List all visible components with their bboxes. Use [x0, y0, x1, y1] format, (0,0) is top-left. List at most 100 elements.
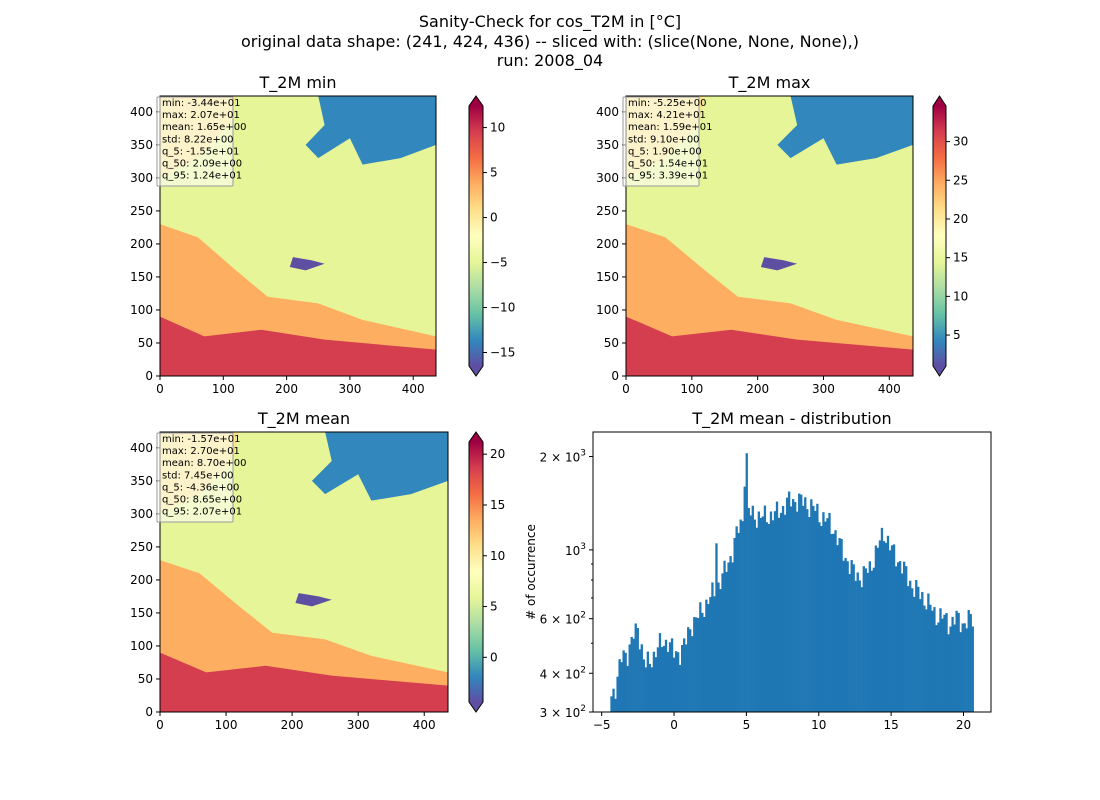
stats-box-bg	[156, 432, 234, 523]
histogram-bar	[773, 511, 777, 712]
histogram-bar	[826, 518, 829, 712]
histogram-bar	[905, 566, 908, 712]
panel-title: T_2M mean - distribution	[691, 409, 891, 429]
histogram-bar	[721, 573, 724, 712]
histogram-bar	[898, 561, 902, 712]
colorbar-tick-label: −5	[490, 256, 508, 270]
histogram-bar	[959, 632, 962, 712]
histogram-bar	[703, 616, 706, 712]
histogram-bar	[715, 543, 718, 712]
histogram-bar	[941, 618, 944, 712]
histogram-bar	[848, 574, 851, 712]
stats-line: std: 9.10e+00	[628, 134, 700, 145]
histogram-bar	[915, 580, 918, 712]
y-tick-label: 250	[130, 204, 153, 218]
y-tick-label: 150	[596, 270, 619, 284]
histogram-bar	[626, 665, 629, 712]
histogram-bar	[931, 610, 934, 712]
histogram-bar	[878, 540, 882, 712]
histogram-bar	[616, 676, 619, 712]
histogram-bar	[771, 520, 775, 712]
x-tick-label: 10	[811, 718, 826, 732]
y-tick-label: 2 × 103	[540, 449, 586, 465]
histogram-bar	[656, 647, 660, 712]
histogram-bar	[739, 519, 742, 712]
histogram-bar	[775, 501, 779, 712]
histogram-bar	[892, 544, 896, 712]
histogram-bar	[882, 541, 886, 712]
y-tick-exponent: 2	[580, 611, 586, 621]
histogram-frame	[592, 431, 992, 713]
histogram-bar	[707, 604, 710, 712]
histogram-bar	[618, 659, 621, 712]
histogram-bar	[747, 507, 750, 712]
histogram-bar	[888, 550, 892, 712]
histogram-bar	[854, 580, 857, 712]
histogram-bar	[828, 512, 831, 712]
title-line-1: Sanity-Check for cos_T2M in [°C]	[418, 12, 682, 31]
histogram-bar	[943, 614, 946, 712]
histogram-bar	[802, 505, 805, 712]
map-alps-cold	[289, 257, 325, 271]
panel-title: T_2M mean	[257, 409, 350, 429]
histogram-bar	[636, 627, 639, 712]
y-tick-label: 100	[130, 639, 153, 653]
histogram-bar	[640, 644, 643, 712]
histogram-bar	[949, 626, 952, 712]
x-tick-label: 100	[680, 382, 703, 396]
histogram-bar	[642, 659, 645, 712]
title-line-3: run: 2008_04	[496, 51, 604, 70]
histogram-bar	[612, 688, 615, 712]
histogram-bar	[691, 636, 694, 712]
colorbar-tick-label: 5	[490, 600, 498, 614]
stats-line: min: -1.57e+01	[162, 434, 241, 445]
histogram-bar	[840, 538, 843, 712]
x-tick-label: 200	[275, 382, 298, 396]
histogram-bar	[890, 545, 894, 712]
histogram-bar	[789, 506, 793, 712]
stats-line: mean: 1.59e+01	[628, 122, 712, 133]
colorbar-outline	[932, 95, 947, 377]
histogram-bar	[947, 634, 950, 712]
histogram-bar	[911, 588, 914, 712]
histogram-bar	[902, 561, 906, 712]
histogram-bar	[787, 491, 791, 712]
colorbar-tick-label: 0	[490, 211, 498, 225]
y-tick-label: 200	[130, 237, 153, 251]
histogram-bar	[781, 505, 785, 712]
histogram-bar	[644, 667, 647, 712]
stats-line: std: 8.22e+00	[162, 134, 234, 145]
map-frame	[159, 431, 449, 713]
histogram-bar	[666, 651, 670, 712]
y-tick-label: 103	[565, 542, 586, 558]
y-tick-label: 200	[130, 573, 153, 587]
stats-line: q_5: -4.36e+00	[162, 482, 239, 493]
map-alps-cold	[760, 257, 798, 271]
histogram-bar	[628, 644, 631, 712]
heatmap-panel-3: 0 100 200 300 400050100150200250300350400T_2…	[130, 409, 505, 732]
histogram-bar	[711, 582, 714, 712]
histogram-bar	[719, 589, 722, 712]
histogram-bar	[779, 512, 783, 712]
colorbar-tick-label: 10	[953, 289, 968, 303]
histogram-bar	[634, 623, 637, 712]
histogram-bar	[624, 652, 627, 712]
histogram-bar	[919, 599, 922, 712]
stats-line: mean: 8.70e+00	[162, 458, 246, 469]
y-tick-label: 50	[138, 672, 153, 686]
map-scandinavia-cold	[777, 96, 913, 165]
histogram-bar	[832, 533, 835, 712]
histogram-panel: −5 0 5 10 15 20 3 × 102 4 × 102 6 × 102 103 2 × 10…	[524, 409, 992, 732]
histogram-bar	[725, 571, 728, 712]
colorbar-gradient	[469, 442, 483, 702]
histogram-bar	[824, 521, 827, 712]
y-tick-label: 0	[611, 369, 619, 383]
colorbar-tick-label: 30	[953, 135, 968, 149]
colorbar-outline	[468, 431, 484, 713]
histogram-bar	[687, 627, 690, 712]
colorbar: −15 −10 −5 0 5 10	[468, 95, 515, 377]
histogram-bar	[939, 608, 942, 712]
